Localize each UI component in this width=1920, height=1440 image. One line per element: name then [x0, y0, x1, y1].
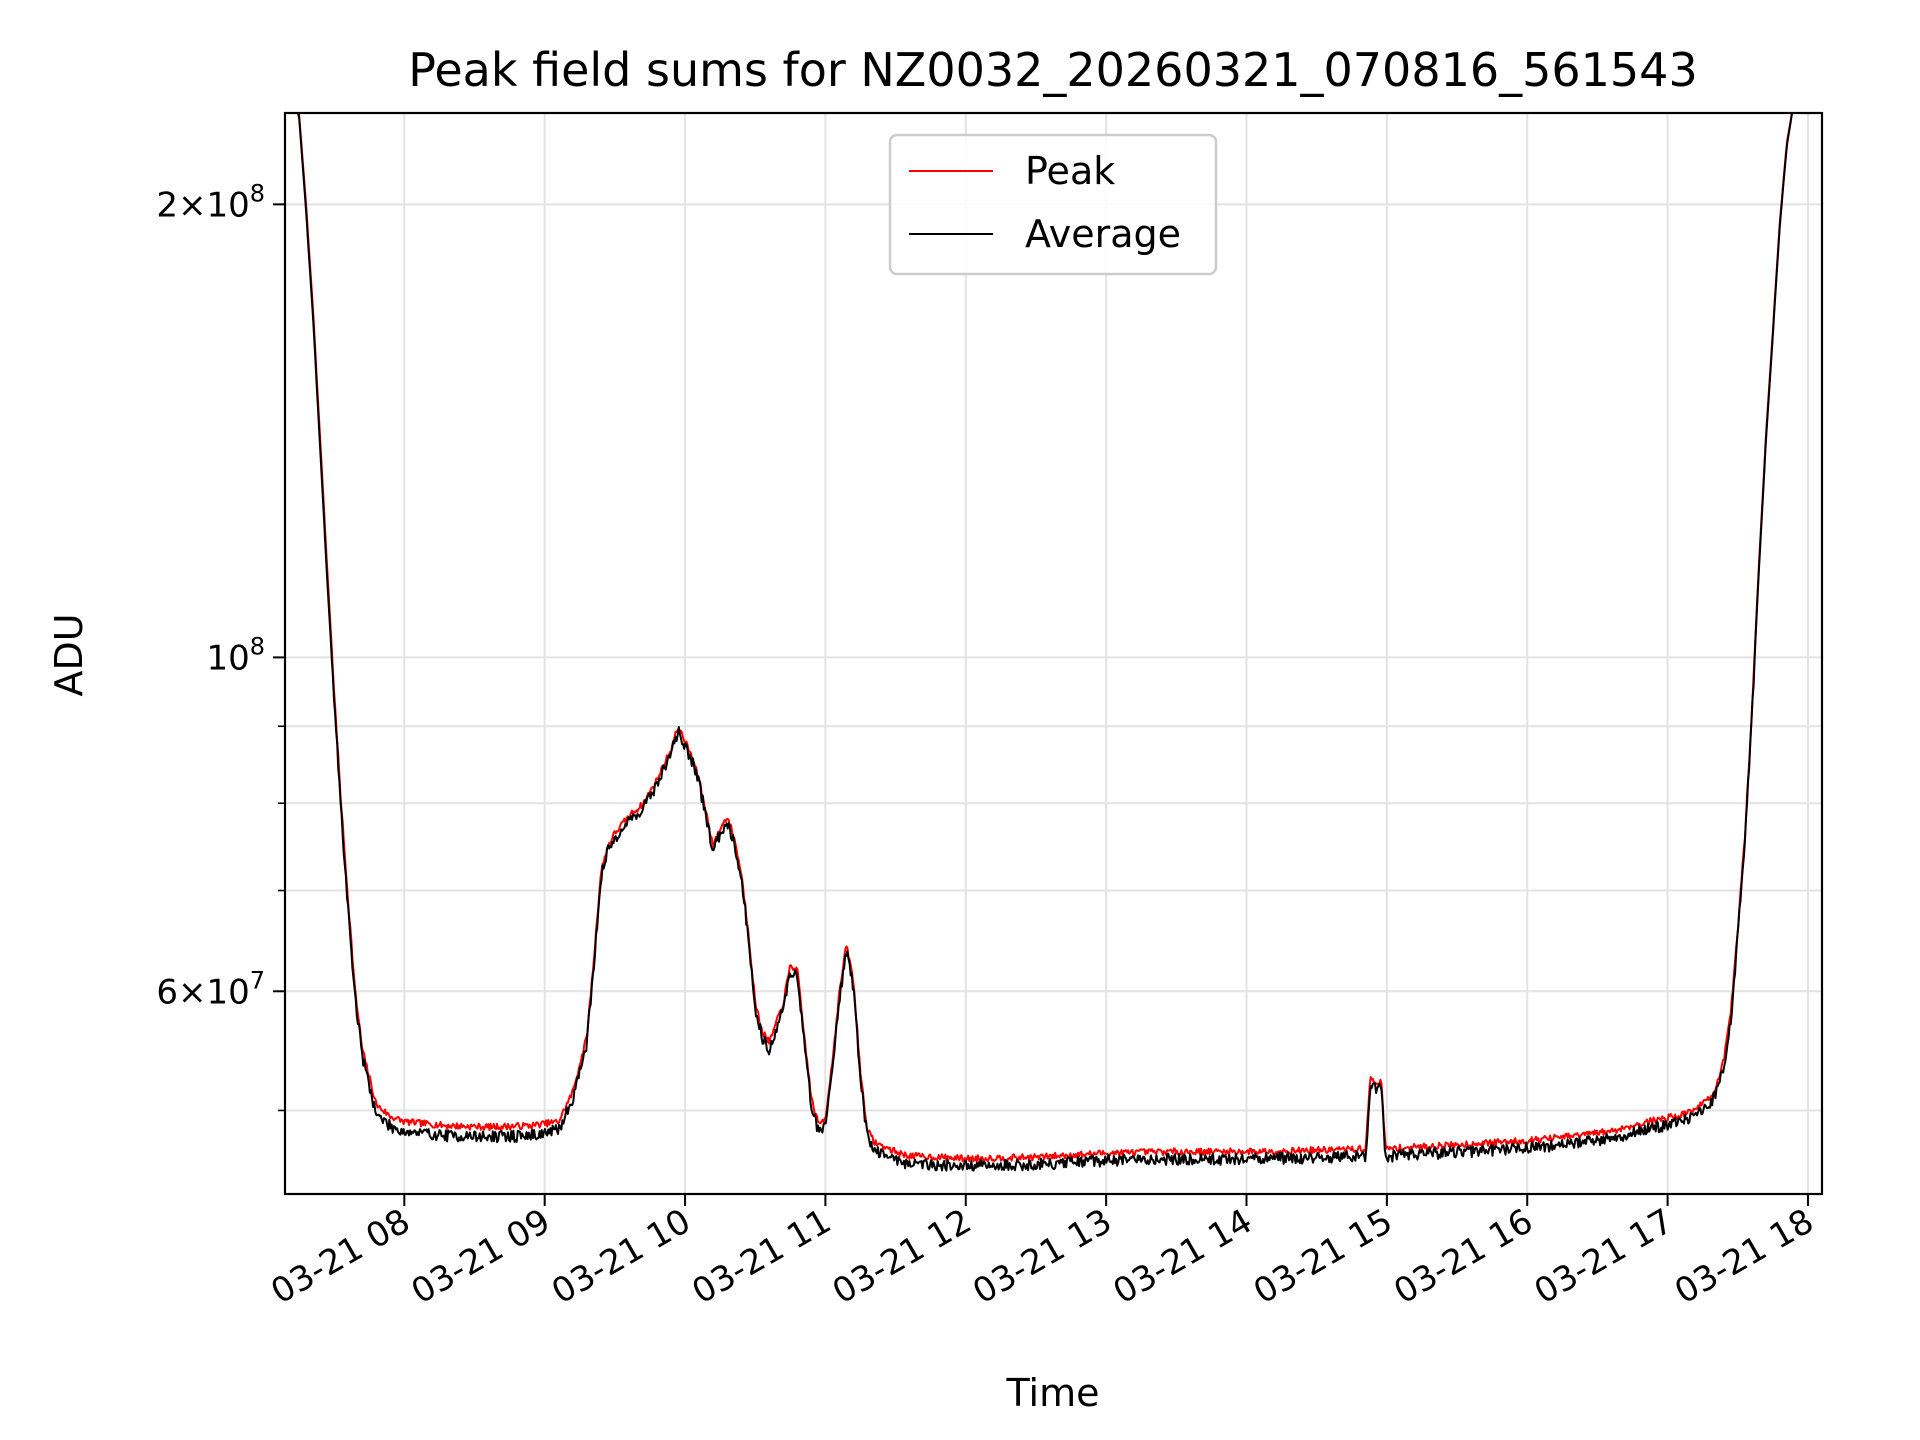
chart-title: Peak field sums for NZ0032_20260321_0708…	[408, 43, 1697, 97]
legend: Peak Average	[888, 133, 1218, 276]
y-tick-label: 108	[206, 632, 265, 678]
y-tick-label: 2×108	[156, 179, 265, 225]
legend-label-peak: Peak	[1025, 149, 1115, 193]
series-line-peak	[297, 113, 1793, 1163]
legend-label-average: Average	[1025, 212, 1181, 256]
y-tick-label: 6×107	[156, 966, 265, 1012]
plot-frame	[283, 111, 1824, 1196]
grid-lines	[285, 113, 1822, 1194]
series-line-average	[296, 113, 1794, 1172]
y-axis-label: ADU	[47, 613, 91, 696]
y-axis: 2×108 108 6×107	[156, 179, 285, 1112]
x-axis-label: Time	[1006, 1371, 1100, 1415]
plot-area	[296, 113, 1794, 1172]
legend-box	[888, 133, 1218, 276]
